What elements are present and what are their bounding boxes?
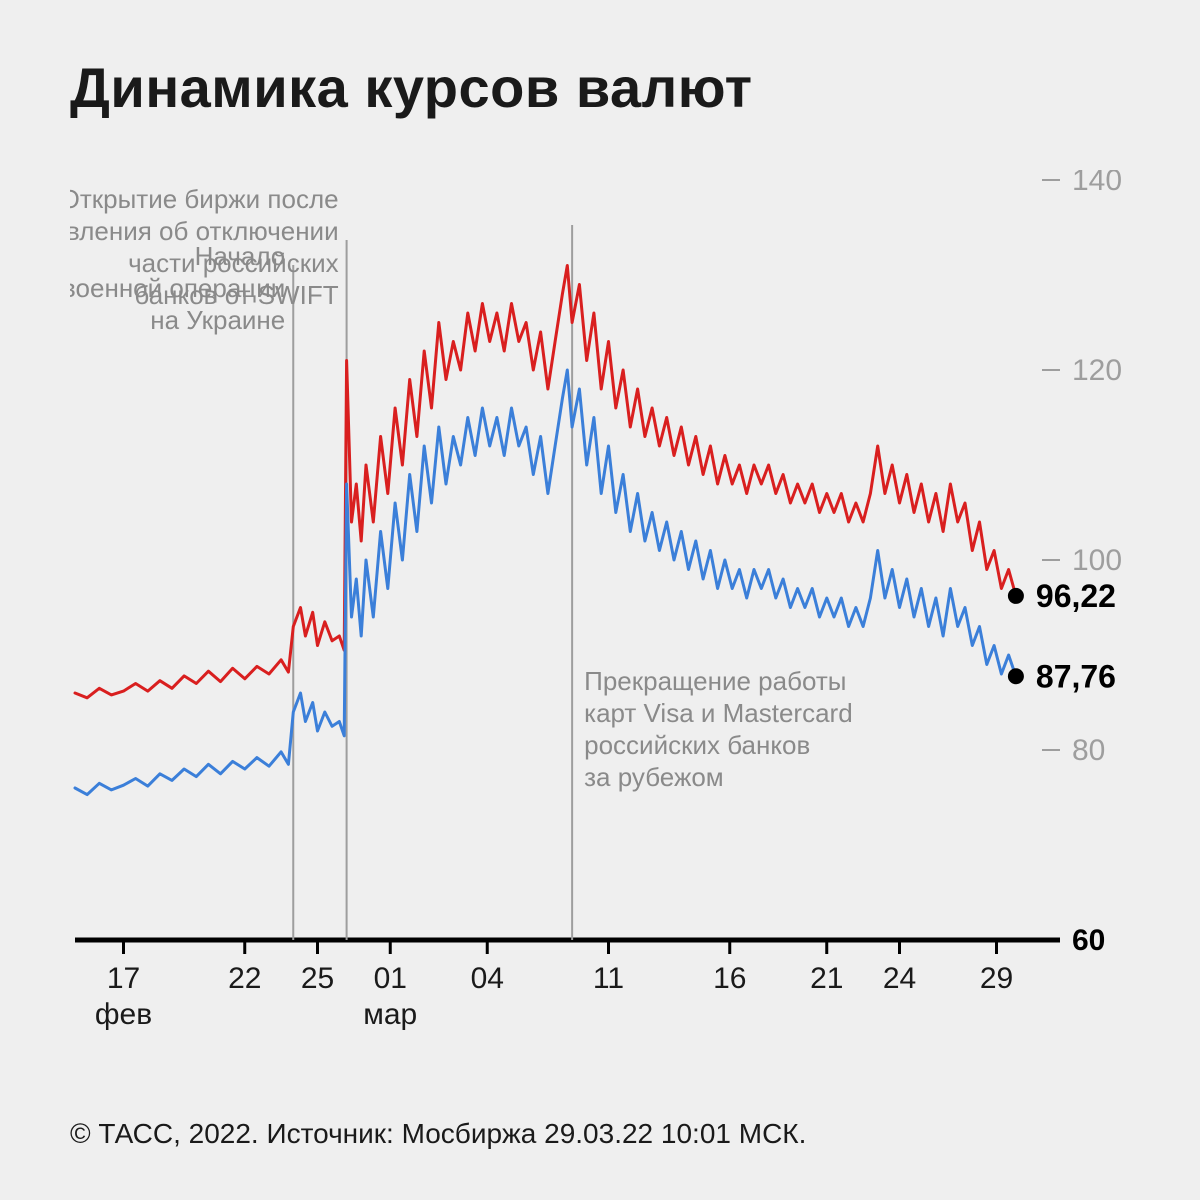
event-annotation: банков от SWIFT xyxy=(134,280,338,310)
chart-area: 60 80 100 120 140 ₽ 17фев 22 25 01мар 04 11 16 21 24 2… xyxy=(70,170,1130,1050)
end-marker xyxy=(1008,588,1024,604)
event-annotation: российских банков xyxy=(584,730,810,760)
xtick-label: 24 xyxy=(883,962,916,995)
ytick-label: 60 xyxy=(1072,924,1105,957)
xtick-label: 21 xyxy=(810,962,843,995)
event-annotation: карт Visa и Mastercard xyxy=(584,698,853,728)
ytick-label: 100 xyxy=(1072,544,1122,577)
event-annotation: Открытие биржи после xyxy=(70,184,339,214)
xtick-label: 29 xyxy=(980,962,1013,995)
xtick-label: 11 xyxy=(593,962,624,995)
xtick-label: 16 xyxy=(713,962,746,995)
event-annotation: за рубежом xyxy=(584,762,724,792)
xtick-label: 17 xyxy=(107,962,140,995)
xtick-sublabel: фев xyxy=(95,998,152,1031)
chart-footer: © ТАСС, 2022. Источник: Мосбиржа 29.03.2… xyxy=(70,1118,806,1150)
ytick-label: 120 xyxy=(1072,354,1122,387)
chart-title: Динамика курсов валют xyxy=(70,55,753,120)
ytick-label: 80 xyxy=(1072,734,1105,767)
xtick-label: 01 xyxy=(374,962,407,995)
xtick-label: 22 xyxy=(228,962,261,995)
xtick-label: 04 xyxy=(471,962,504,995)
end-value: 87,76 xyxy=(1036,658,1116,694)
end-marker xyxy=(1008,668,1024,684)
xtick-label: 25 xyxy=(301,962,334,995)
event-annotation: заявления об отключении xyxy=(70,216,339,246)
event-annotation: Прекращение работы xyxy=(584,666,846,696)
series-line xyxy=(75,370,1016,795)
ytick-label: 140 ₽ xyxy=(1072,170,1130,197)
end-value: 96,22 xyxy=(1036,578,1116,614)
event-annotation: части российских xyxy=(128,248,339,278)
xtick-sublabel: мар xyxy=(363,998,417,1031)
